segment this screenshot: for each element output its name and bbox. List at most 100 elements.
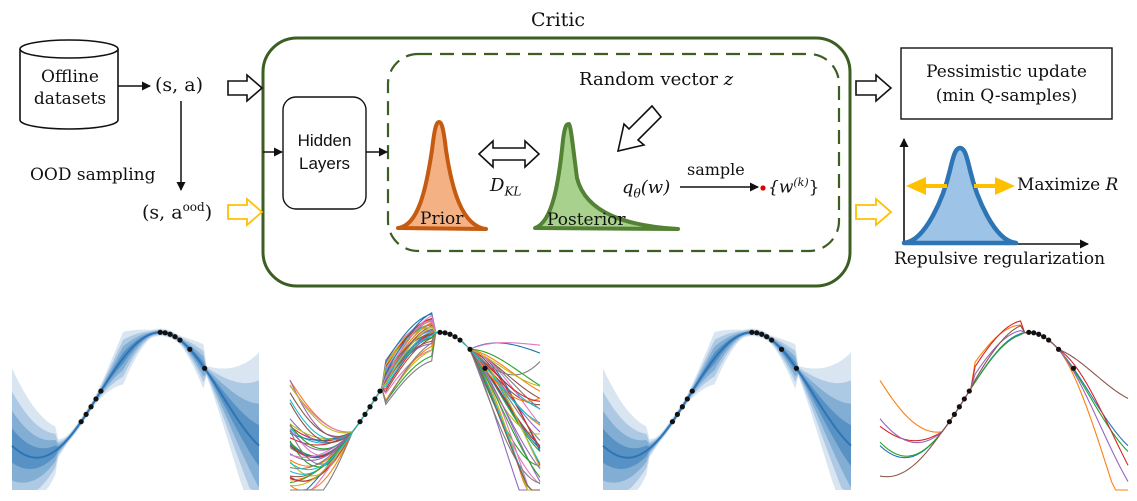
ensemble-curve bbox=[289, 331, 540, 491]
state-action-label: (s, a) bbox=[155, 74, 203, 96]
ood-sa-close: ) bbox=[204, 201, 213, 224]
data-point bbox=[956, 404, 962, 410]
data-point bbox=[1041, 334, 1047, 340]
data-point bbox=[467, 346, 473, 352]
ensemble-curve bbox=[289, 331, 541, 468]
data-point bbox=[1046, 337, 1052, 343]
data-point bbox=[93, 396, 99, 402]
ensemble-curve bbox=[289, 318, 541, 484]
data-point bbox=[157, 329, 163, 335]
data-point bbox=[769, 337, 775, 343]
sample-dot bbox=[760, 185, 766, 191]
data-point bbox=[172, 334, 178, 340]
maximize-var: R bbox=[1105, 175, 1119, 195]
pessimistic-line-2: (min Q-samples) bbox=[935, 86, 1078, 106]
data-point bbox=[1036, 331, 1042, 337]
panel-uncertainty-bands-2 bbox=[602, 328, 852, 490]
hidden-layers-label: Hidden Layers bbox=[283, 129, 366, 175]
ensemble-curve bbox=[879, 329, 1129, 482]
data-point bbox=[447, 331, 453, 337]
prior-label: Prior bbox=[420, 209, 464, 229]
data-point bbox=[177, 337, 183, 343]
hollow-arrow-ood-to-critic bbox=[227, 197, 264, 227]
data-point bbox=[78, 419, 84, 425]
data-point bbox=[1070, 365, 1077, 371]
ensemble-curve bbox=[289, 331, 541, 491]
pessimistic-line-1: Pessimistic update bbox=[926, 62, 1087, 82]
random-vector-var: z bbox=[723, 69, 734, 90]
data-point bbox=[778, 346, 785, 352]
data-point bbox=[689, 388, 695, 394]
ood-state-action-label: (s, aood) bbox=[142, 200, 212, 223]
hollow-arrow-critic-to-update bbox=[855, 73, 893, 103]
data-point bbox=[966, 388, 972, 394]
ensemble-curve bbox=[289, 331, 540, 491]
data-point bbox=[457, 337, 463, 343]
q-theta-label: qθ(w) bbox=[622, 177, 670, 201]
ensemble-curve bbox=[289, 331, 541, 467]
data-point bbox=[679, 404, 685, 410]
hollow-arrow-random-vector bbox=[616, 104, 663, 153]
data-point bbox=[98, 388, 104, 394]
data-point bbox=[669, 419, 676, 425]
data-point bbox=[1026, 329, 1032, 335]
sample-label: sample bbox=[687, 160, 745, 179]
uncertainty-band bbox=[603, 331, 851, 469]
data-point bbox=[793, 365, 800, 371]
dkl-main: D bbox=[490, 175, 505, 196]
q-arg: (w) bbox=[640, 177, 671, 198]
ensemble-curve bbox=[879, 324, 1129, 478]
data-point bbox=[951, 411, 958, 417]
data-point bbox=[442, 330, 448, 336]
q-sub: θ bbox=[633, 186, 641, 201]
hidden-line-2: Layers bbox=[298, 154, 351, 173]
ood-sa-open: (s, a bbox=[142, 201, 183, 224]
panel-ensemble-curves-1 bbox=[289, 311, 541, 491]
ensemble-curve bbox=[879, 331, 1129, 457]
data-point bbox=[452, 334, 458, 340]
data-point bbox=[764, 334, 770, 340]
data-point bbox=[88, 404, 94, 410]
repulsive-regularization-label: Repulsive regularization bbox=[894, 249, 1106, 269]
data-point bbox=[482, 365, 488, 371]
ood-superscript: ood bbox=[182, 200, 205, 214]
uncertainty-band bbox=[12, 328, 259, 490]
data-point bbox=[754, 330, 760, 336]
data-point bbox=[749, 329, 755, 335]
data-point bbox=[362, 411, 368, 417]
mean-curve bbox=[11, 331, 260, 459]
data-point bbox=[674, 411, 681, 417]
data-point bbox=[167, 331, 173, 337]
kl-double-arrow bbox=[477, 139, 541, 169]
uncertainty-band bbox=[12, 330, 259, 488]
panel-ensemble-curves-2 bbox=[879, 320, 1129, 491]
uncertainty-band bbox=[12, 331, 259, 469]
data-point bbox=[437, 329, 443, 335]
posterior-distribution bbox=[533, 122, 680, 231]
ensemble-curve bbox=[289, 331, 541, 470]
samples-open: {w bbox=[768, 177, 794, 198]
data-point bbox=[684, 396, 690, 402]
data-point bbox=[83, 411, 89, 417]
offline-datasets-label: Offline datasets bbox=[22, 66, 118, 110]
ensemble-curve bbox=[290, 314, 541, 491]
random-vector-label: Random vector z bbox=[579, 69, 733, 90]
uncertainty-band bbox=[603, 329, 851, 490]
panel-uncertainty-bands-1 bbox=[11, 328, 260, 490]
uncertainty-band bbox=[603, 328, 851, 490]
hidden-line-1: Hidden bbox=[297, 131, 352, 150]
data-point bbox=[1031, 330, 1037, 336]
data-point bbox=[759, 331, 765, 337]
offline-datasets-cylinder bbox=[19, 39, 119, 130]
dkl-sub: KL bbox=[504, 184, 522, 199]
ensemble-curve bbox=[879, 320, 1129, 466]
ensemble-curve bbox=[879, 324, 1128, 491]
maximize-text: Maximize bbox=[1017, 175, 1106, 195]
ensemble-curve bbox=[879, 331, 1129, 459]
maximize-label: Maximize R bbox=[1017, 175, 1118, 195]
pessimistic-update-box bbox=[900, 47, 1113, 120]
samples-set-label: {w(k)} bbox=[768, 176, 819, 198]
repulsive-left-arrow bbox=[906, 177, 947, 195]
repulsive-right-arrow bbox=[974, 177, 1015, 195]
uncertainty-band bbox=[603, 330, 851, 488]
